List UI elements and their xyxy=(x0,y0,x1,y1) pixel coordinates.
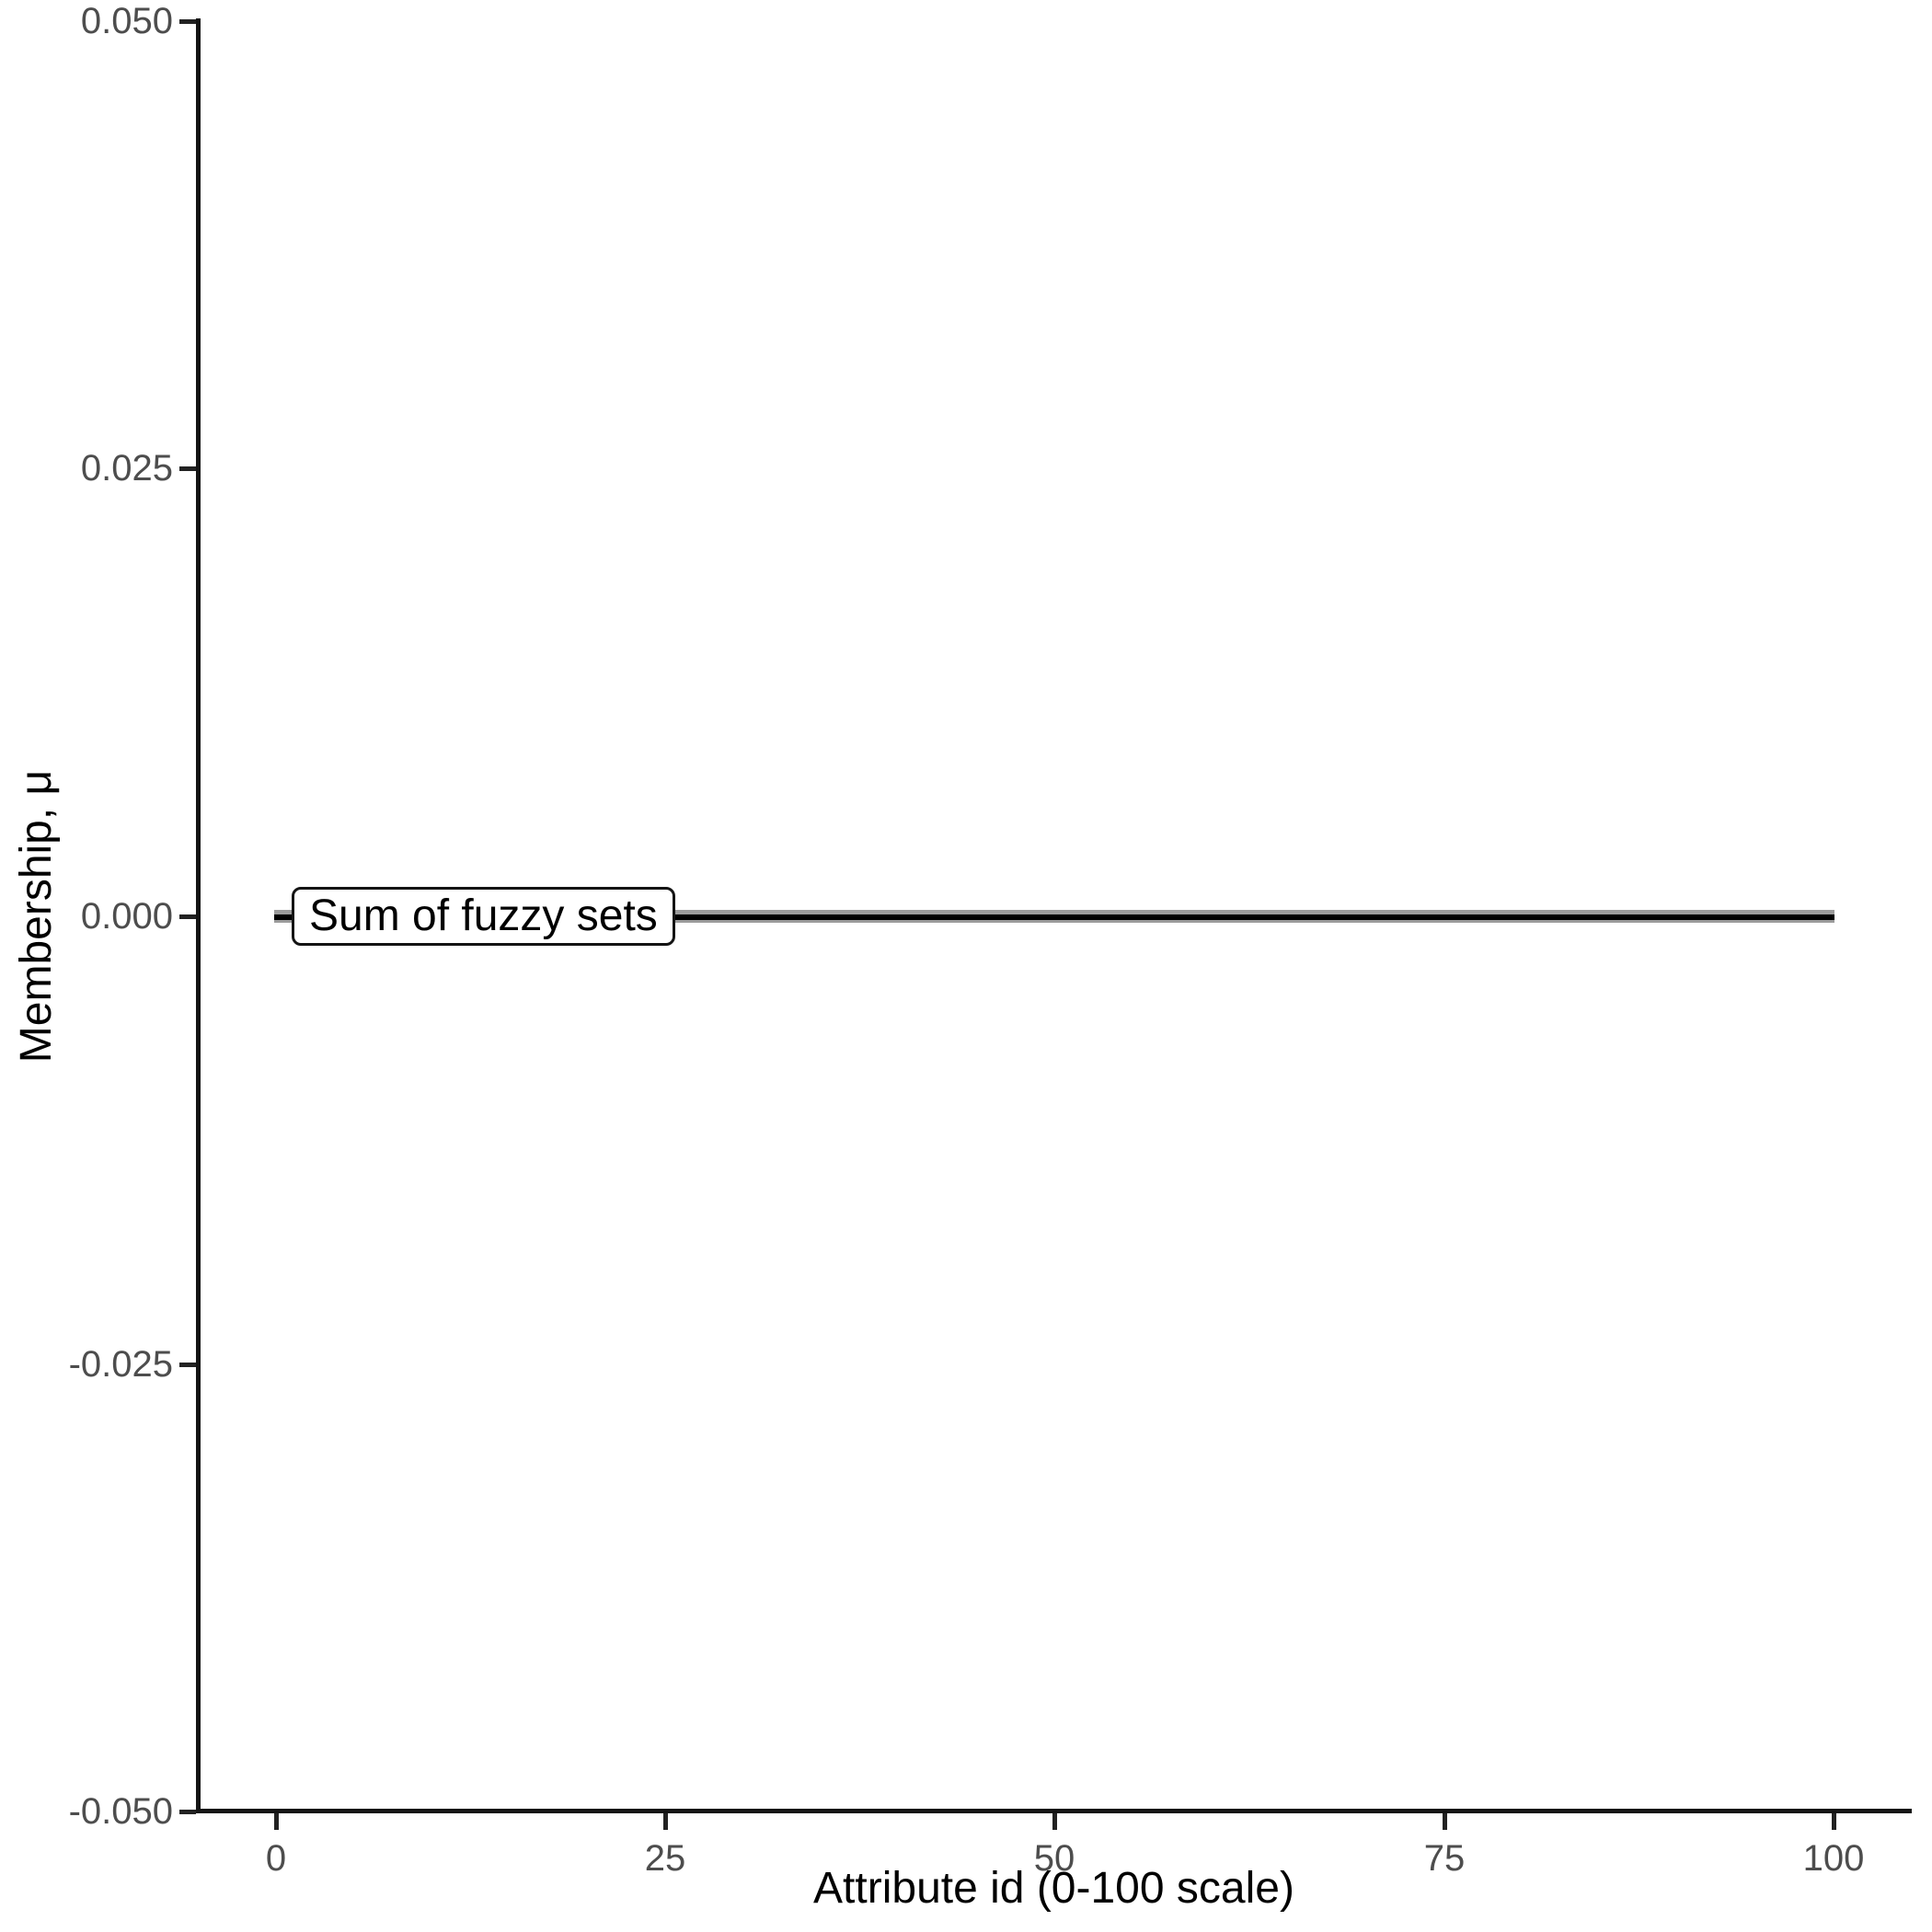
y-tick-label: 0.050 xyxy=(80,1,173,41)
y-axis-title: Membership, μ xyxy=(12,769,61,1064)
y-tick-label: -0.050 xyxy=(68,1791,173,1832)
x-axis-line xyxy=(196,1809,1912,1813)
series-label-box: Sum of fuzzy sets xyxy=(292,887,675,946)
y-tick-mark xyxy=(179,1363,196,1367)
x-tick-label: 0 xyxy=(265,1838,287,1879)
y-tick-mark xyxy=(179,914,196,919)
x-tick-label: 50 xyxy=(1033,1838,1075,1879)
x-tick-mark xyxy=(663,1813,668,1830)
x-tick-label: 75 xyxy=(1423,1838,1466,1879)
series-line-sum-of-fuzzy-sets xyxy=(274,914,1834,920)
y-axis-line xyxy=(196,18,201,1813)
x-axis-title: Attribute id (0-100 scale) xyxy=(813,1864,1294,1913)
x-tick-mark xyxy=(274,1813,279,1830)
x-tick-label: 25 xyxy=(644,1838,686,1879)
x-tick-mark xyxy=(1443,1813,1447,1830)
y-tick-mark xyxy=(179,1810,196,1814)
series-label-text: Sum of fuzzy sets xyxy=(309,891,658,940)
x-tick-mark xyxy=(1832,1813,1836,1830)
y-tick-label: 0.000 xyxy=(80,896,173,937)
y-tick-mark xyxy=(179,466,196,471)
y-tick-label: 0.025 xyxy=(80,448,173,489)
y-tick-label: -0.025 xyxy=(68,1344,173,1385)
x-tick-mark xyxy=(1052,1813,1057,1830)
x-tick-label: 100 xyxy=(1802,1838,1865,1879)
y-tick-mark xyxy=(179,19,196,24)
